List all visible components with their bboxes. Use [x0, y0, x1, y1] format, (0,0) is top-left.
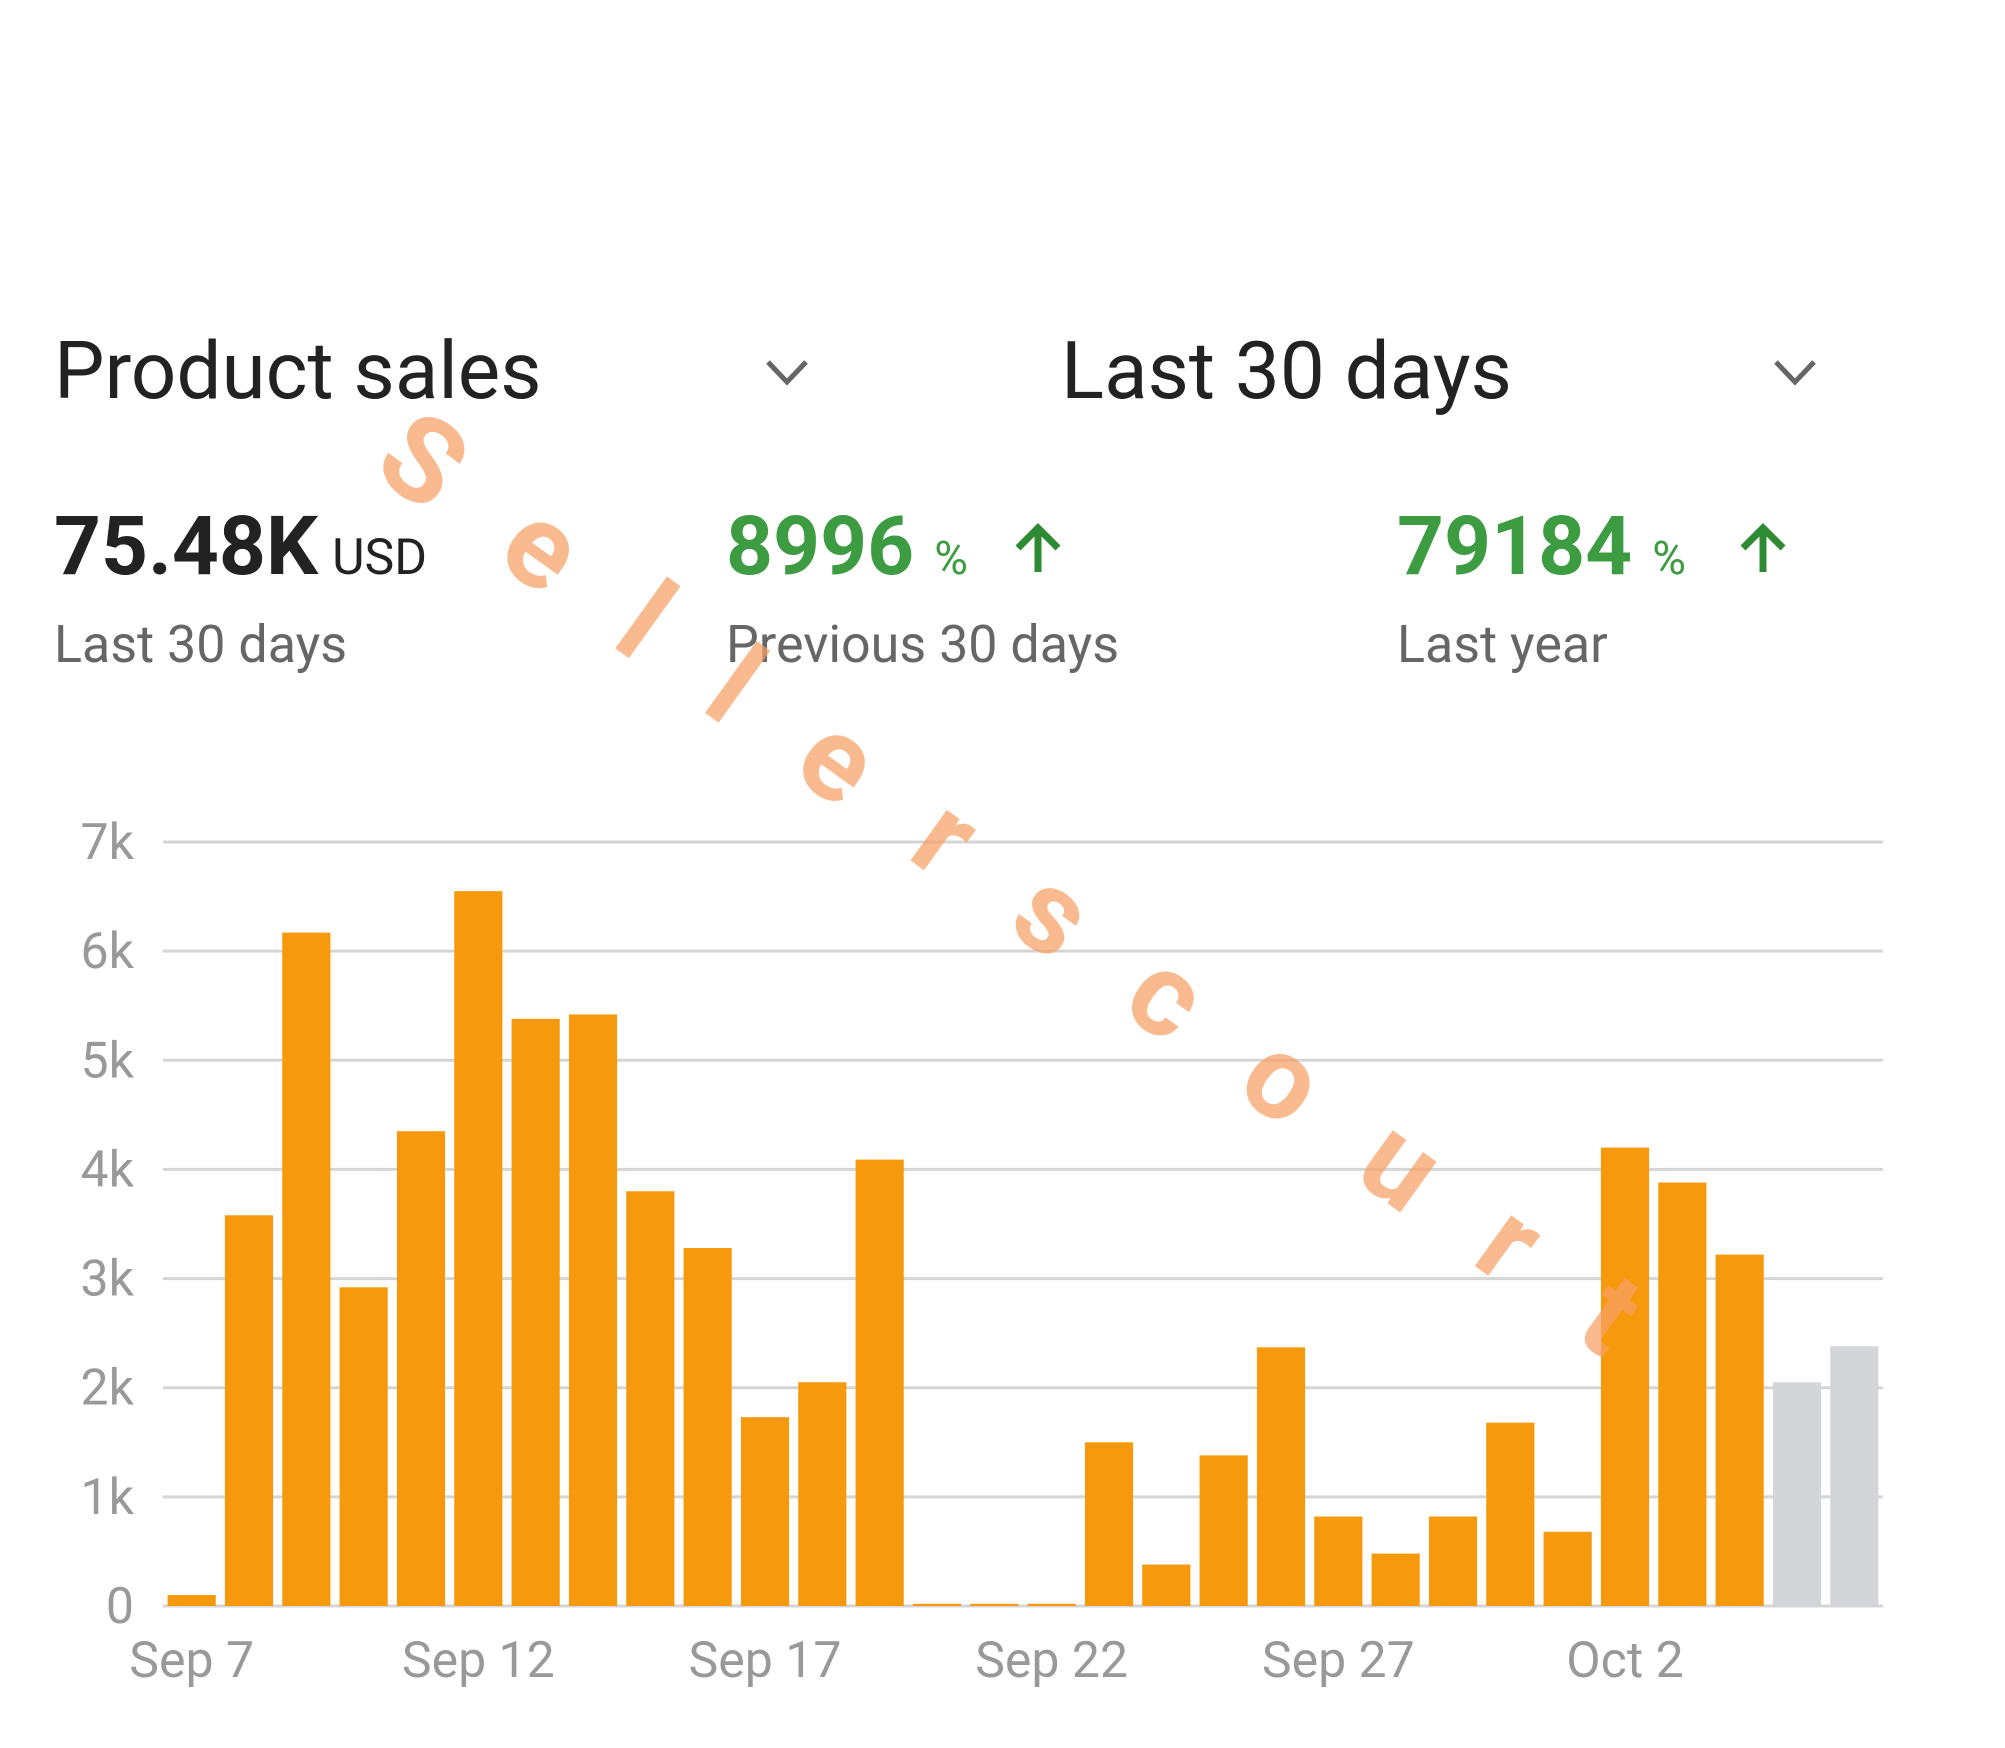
unit: %	[1652, 532, 1686, 586]
bar	[912, 1603, 962, 1606]
bar	[1142, 1564, 1191, 1606]
y-tick-label: 2k	[81, 1360, 135, 1418]
period-selector[interactable]: Last 30 days	[1061, 324, 1512, 418]
unit: %	[934, 532, 968, 586]
bar	[1256, 1347, 1306, 1606]
value: 8996	[726, 499, 914, 595]
metric-value: 75.48K USD	[54, 499, 427, 595]
bar	[1715, 1254, 1764, 1606]
bar	[683, 1248, 732, 1606]
metric-selector[interactable]: Product sales	[54, 324, 542, 418]
y-tick-label: 4k	[81, 1141, 135, 1199]
metric-label: Last 30 days	[54, 614, 347, 675]
bar-chart: 0 1k 2k 3k 4k 5k 6k 7k Sep 7 Sep 12 Sep 17 Sep 22 Se…	[81, 814, 1883, 1690]
bar	[1830, 1346, 1879, 1606]
bar	[626, 1191, 675, 1606]
bar	[1600, 1147, 1650, 1606]
bar	[454, 891, 503, 1606]
y-tick-label: 3k	[81, 1251, 135, 1309]
bar	[1772, 1382, 1822, 1606]
y-tick-label: 0	[106, 1578, 134, 1636]
y-tick-label: 5k	[81, 1032, 135, 1090]
value: 79184	[1397, 499, 1632, 595]
bar	[1486, 1422, 1535, 1606]
chevron[interactable]	[766, 360, 808, 386]
bar	[511, 1018, 560, 1606]
bar	[1314, 1516, 1363, 1606]
y-tick-label: 7k	[81, 814, 135, 872]
unit: USD	[332, 529, 427, 587]
bar	[970, 1603, 1019, 1606]
bar	[740, 1417, 790, 1606]
value: 75.48K	[54, 499, 319, 595]
x-tick-label: Sep 17	[689, 1632, 842, 1690]
x-tick-label: Sep 27	[1262, 1632, 1415, 1690]
x-tick-label: Oct 2	[1566, 1632, 1683, 1690]
bar	[568, 1014, 618, 1606]
bar	[1027, 1603, 1076, 1606]
bar	[339, 1287, 388, 1606]
bar	[1543, 1531, 1592, 1606]
x-tick-label: Sep 7	[129, 1632, 254, 1690]
bar	[855, 1159, 904, 1606]
x-tick-label: Sep 12	[402, 1632, 555, 1690]
metric-value: 79184%	[1397, 499, 1686, 595]
y-tick-label: 6k	[81, 923, 135, 981]
y-tick-label: 1k	[81, 1469, 135, 1527]
up-arrow	[1015, 523, 1061, 572]
metric-label: Previous 30 days	[726, 614, 1119, 675]
period-dropdown[interactable]: Last 30 days	[1061, 324, 1816, 418]
chevron[interactable]	[1774, 360, 1816, 386]
bar	[224, 1215, 274, 1606]
bar	[167, 1595, 216, 1606]
metric-value: 8996%	[726, 499, 968, 595]
metric-dropdown[interactable]: Product sales	[54, 324, 808, 418]
bar	[1199, 1455, 1248, 1606]
metric-label: Last year	[1397, 614, 1608, 675]
bar	[798, 1382, 847, 1606]
up-arrow	[1740, 523, 1786, 572]
bar	[1084, 1442, 1134, 1606]
x-tick-label: Sep 22	[975, 1632, 1128, 1690]
bar	[1371, 1553, 1420, 1606]
bar	[1428, 1516, 1478, 1606]
bar	[1658, 1182, 1707, 1606]
bar	[396, 1131, 446, 1606]
bar	[282, 932, 331, 1606]
